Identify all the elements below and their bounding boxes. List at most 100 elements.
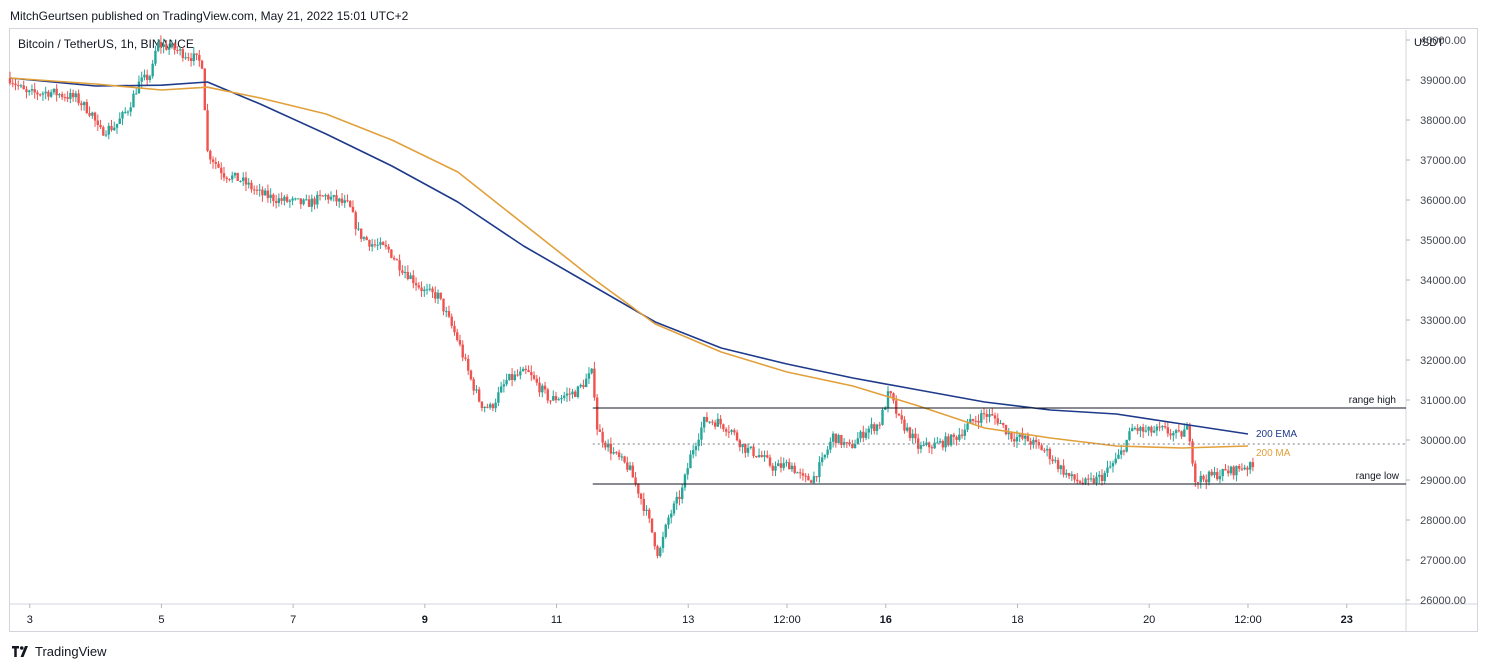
candle-body xyxy=(1051,459,1054,462)
candle-body xyxy=(752,446,755,457)
candle-body xyxy=(475,389,478,391)
candle-body xyxy=(1117,454,1120,459)
candle-body xyxy=(283,196,286,201)
candle-body xyxy=(28,90,31,93)
candle-body xyxy=(678,496,681,500)
candle-body xyxy=(1095,476,1098,484)
candle-body xyxy=(25,89,28,93)
candle-body xyxy=(947,436,950,446)
candle-body xyxy=(826,449,829,455)
candle-body xyxy=(499,386,503,393)
candle-body xyxy=(189,58,193,61)
candle-body xyxy=(1098,474,1101,477)
candle-body xyxy=(1232,466,1235,476)
candle-body xyxy=(1246,467,1249,470)
candle-body xyxy=(381,242,385,245)
candle-body xyxy=(1199,475,1202,483)
candle-body xyxy=(145,74,149,80)
candle-body xyxy=(1018,434,1021,438)
candle-body xyxy=(403,272,407,274)
candle-body xyxy=(296,198,300,200)
footer-brand[interactable]: TradingView xyxy=(12,644,107,659)
candle-body xyxy=(165,44,168,50)
candle-body xyxy=(104,134,108,136)
candle-body xyxy=(384,244,388,247)
candle-body xyxy=(681,487,684,500)
candle-body xyxy=(1067,472,1071,477)
candle-body xyxy=(102,127,105,136)
candle-body xyxy=(464,357,467,359)
candle-body xyxy=(601,431,604,443)
candle-body xyxy=(782,463,785,468)
candle-body xyxy=(582,384,585,388)
candle-body xyxy=(93,112,97,121)
candle-body xyxy=(1205,479,1208,483)
candle-body xyxy=(1034,439,1038,443)
candle-body xyxy=(612,452,615,454)
candle-body xyxy=(38,94,42,96)
candle-body xyxy=(508,373,511,381)
candle-body xyxy=(724,429,728,432)
candle-body xyxy=(804,475,807,477)
candle-body xyxy=(908,427,912,439)
candle-body xyxy=(1084,478,1087,484)
candle-body xyxy=(897,413,901,416)
candle-body xyxy=(905,427,909,431)
candle-body xyxy=(565,393,569,396)
candle-body xyxy=(445,311,448,313)
candle-body xyxy=(653,532,656,547)
candle-body xyxy=(1092,478,1095,484)
candle-body xyxy=(1161,426,1164,428)
chart-frame xyxy=(9,28,1478,632)
price-tick-label: 40000.00 xyxy=(1420,35,1466,47)
candle-body xyxy=(645,509,648,511)
candle-body xyxy=(11,83,14,85)
candle-body xyxy=(318,194,322,196)
candle-body xyxy=(933,442,936,449)
candle-body xyxy=(1139,427,1142,431)
candle-body xyxy=(543,385,547,390)
candle-body xyxy=(958,434,961,440)
candle-body xyxy=(178,49,182,51)
candle-body xyxy=(853,444,857,449)
candle-body xyxy=(700,427,703,440)
candle-body xyxy=(713,422,717,427)
candle-body xyxy=(258,189,261,191)
candle-body xyxy=(1076,479,1079,482)
candle-body xyxy=(774,466,777,471)
candle-body xyxy=(91,112,94,116)
candle-body xyxy=(305,199,308,201)
candle-body xyxy=(110,125,113,131)
candle-body xyxy=(1188,425,1191,442)
candle-body xyxy=(392,257,396,260)
candle-body xyxy=(488,404,492,408)
time-tick-label: 18 xyxy=(1011,614,1023,626)
candle-body xyxy=(777,463,780,467)
candle-body xyxy=(453,325,456,333)
candle-body xyxy=(505,380,508,385)
candle-body xyxy=(927,442,931,448)
candle-body xyxy=(244,177,248,185)
time-tick-label: 23 xyxy=(1341,614,1353,626)
candle-body xyxy=(1229,466,1233,474)
candle-body xyxy=(497,392,500,403)
candle-body xyxy=(576,386,580,397)
attribution-text: MitchGeurtsen published on TradingView.c… xyxy=(10,9,409,23)
candle-body xyxy=(1169,433,1172,436)
price-tick-label: 29000.00 xyxy=(1420,475,1466,487)
candle-body xyxy=(261,189,264,196)
candle-body xyxy=(598,429,602,432)
candle-body xyxy=(886,391,890,408)
candle-body xyxy=(595,397,599,430)
candle-body xyxy=(129,107,132,112)
candle-body xyxy=(535,378,538,383)
candle-body xyxy=(252,189,256,191)
candle-body xyxy=(17,85,20,87)
candle-body xyxy=(851,444,854,449)
candle-body xyxy=(798,472,802,474)
candle-body xyxy=(390,249,393,258)
price-tick-label: 37000.00 xyxy=(1420,155,1466,167)
candle-body xyxy=(285,196,289,202)
